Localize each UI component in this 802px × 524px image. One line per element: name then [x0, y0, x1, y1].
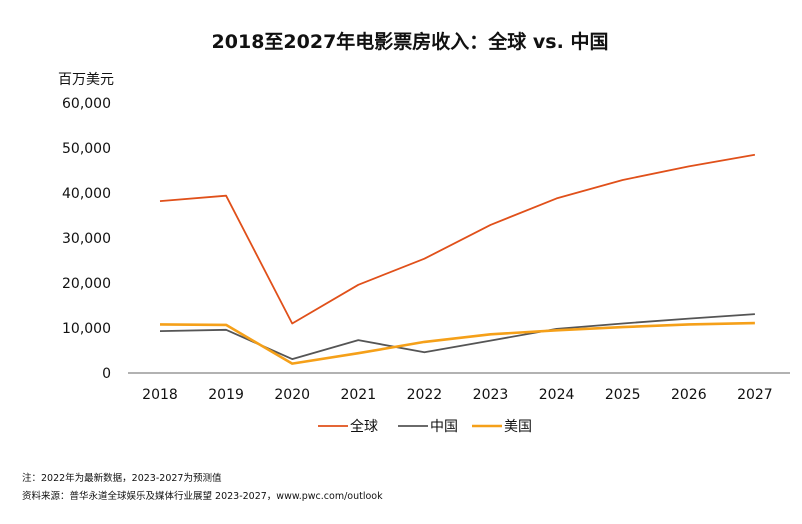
x-tick-label: 2020: [274, 387, 310, 403]
series-line-2: [159, 321, 755, 365]
chart-title: 2018至2027年电影票房收入：全球 vs. 中国: [212, 30, 609, 53]
legend: 全球 中国 美国: [318, 418, 532, 435]
line-chart: 2018至2027年电影票房收入：全球 vs. 中国 百万美元 0 10,000 2…: [58, 30, 790, 435]
x-tick-label: 2026: [671, 387, 707, 403]
y-tick-label: 30,000: [62, 231, 111, 247]
y-tick-label: 20,000: [62, 276, 111, 292]
x-axis-ticks: 2018 2019 2020 2021 2022 2023 2024 2025 2026 2027: [142, 387, 773, 403]
series-line-0: [159, 153, 756, 325]
y-axis-ticks: 0 10,000 20,000 30,000 40,000 50,000 60,000: [62, 96, 111, 382]
series-lines: [159, 153, 756, 365]
legend-label: 全球: [350, 418, 378, 435]
x-tick-label: 2022: [407, 387, 443, 403]
footnote-source: 资料来源：普华永道全球娱乐及媒体行业展望 2023-2027，www.pwc.c…: [22, 491, 383, 502]
x-tick-label: 2027: [737, 387, 773, 403]
footnote-note: 注：2022年为最新数据，2023-2027为预测值: [22, 473, 222, 484]
x-tick-label: 2019: [208, 387, 244, 403]
x-tick-label: 2023: [473, 387, 509, 403]
legend-label: 中国: [430, 419, 458, 435]
series-line-1: [159, 313, 755, 361]
y-axis-unit-label: 百万美元: [58, 72, 114, 88]
y-tick-label: 60,000: [62, 96, 111, 112]
y-tick-label: 50,000: [62, 141, 111, 157]
x-tick-label: 2024: [539, 387, 575, 403]
legend-label: 美国: [504, 419, 532, 435]
y-tick-label: 10,000: [62, 321, 111, 337]
y-tick-label: 40,000: [62, 186, 111, 202]
x-tick-label: 2021: [340, 387, 376, 403]
x-tick-label: 2025: [605, 387, 641, 403]
x-tick-label: 2018: [142, 387, 178, 403]
y-tick-label: 0: [102, 366, 111, 382]
